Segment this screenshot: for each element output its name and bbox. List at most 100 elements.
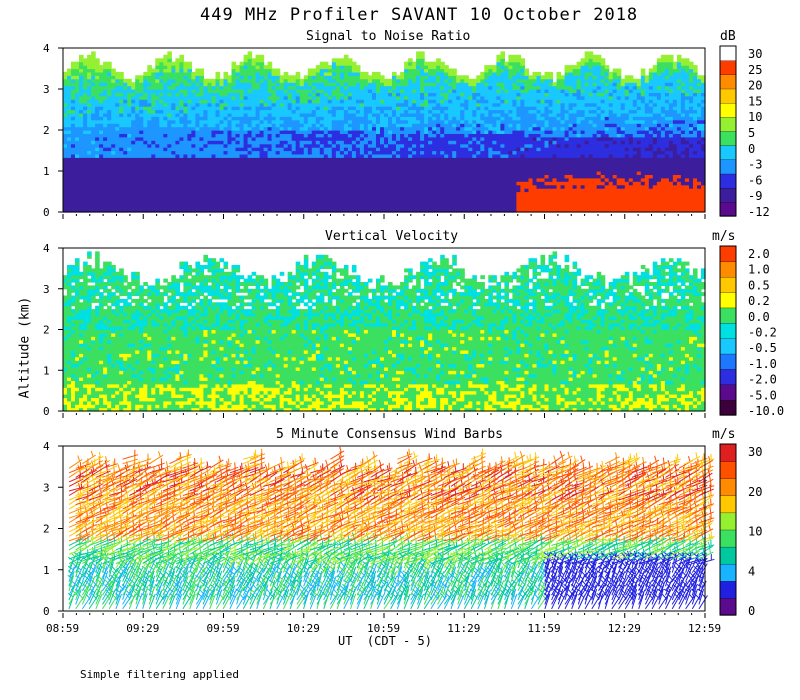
snr-cell [83, 68, 88, 73]
snr-cell [211, 143, 217, 148]
snr-cell [239, 82, 245, 87]
snr-cell [484, 167, 489, 172]
snr-cell [147, 109, 152, 114]
snr-cell [127, 130, 132, 134]
snr-cell [103, 160, 108, 165]
snr-cell [227, 198, 233, 203]
snr-cell [215, 119, 221, 124]
snr-cell [179, 58, 184, 63]
snr-cell [400, 71, 405, 76]
snr-cell [243, 58, 249, 63]
snr-cell [147, 188, 152, 193]
snr-cell [219, 191, 225, 196]
snr-cell [315, 167, 321, 172]
snr-cell [500, 51, 505, 56]
snr-cell [63, 184, 68, 189]
snr-cell [79, 153, 84, 158]
snr-cell [444, 167, 449, 172]
snr-cell [91, 78, 96, 83]
snr-cell [179, 106, 184, 111]
snr-cell [167, 194, 172, 199]
snr-cell [171, 92, 176, 97]
snr-cell [219, 123, 225, 128]
snr-cell [115, 194, 120, 199]
snr-cell [147, 174, 152, 179]
snr-cell [231, 164, 237, 169]
snr-cell [207, 102, 213, 107]
snr-cell [139, 106, 144, 111]
snr-cell [259, 54, 265, 59]
snr-cell [343, 136, 349, 141]
snr-cell [203, 112, 208, 117]
snr-cell [424, 119, 429, 124]
snr-cell [452, 147, 457, 152]
snr-cell [151, 184, 156, 189]
snr-cell [227, 136, 233, 141]
snr-cell [143, 153, 148, 158]
snr-cell [127, 133, 132, 138]
snr-cell [392, 147, 397, 152]
snr-cell [363, 71, 369, 76]
snr-cell [99, 109, 104, 114]
snr-cell [367, 147, 373, 152]
snr-cell [79, 160, 84, 165]
snr-cell [83, 78, 88, 83]
snr-cell [71, 85, 76, 90]
snr-cell [295, 201, 301, 206]
snr-cell [424, 99, 429, 104]
snr-cell [75, 205, 80, 210]
snr-cell [271, 99, 277, 104]
snr-cell [275, 119, 281, 124]
snr-cell [183, 102, 188, 107]
snr-cell [331, 58, 337, 63]
snr-cell [496, 177, 501, 182]
snr-cell [199, 99, 204, 104]
snr-cell [183, 92, 188, 97]
snr-cell [500, 198, 505, 203]
snr-cell [191, 130, 196, 134]
snr-cell [223, 95, 229, 100]
snr-cell [75, 65, 80, 70]
snr-cell [155, 167, 160, 172]
snr-cell [223, 78, 229, 83]
snr-cell [103, 205, 108, 210]
snr-cell [227, 123, 233, 128]
snr-cell [428, 61, 433, 66]
snr-cell [67, 82, 72, 87]
snr-cell [183, 112, 188, 117]
snr-cell [139, 188, 144, 193]
snr-cell [63, 85, 68, 90]
snr-cell [159, 61, 164, 66]
snr-cell [67, 140, 72, 145]
snr-cell [359, 71, 365, 76]
snr-cell [524, 160, 529, 165]
snr-cell [131, 157, 136, 162]
snr-cell [251, 147, 257, 152]
snr-cell [147, 116, 152, 121]
snr-cell [508, 177, 513, 182]
snr-cell [111, 191, 116, 196]
snr-cell [175, 157, 180, 162]
snr-cell [363, 157, 369, 162]
snr-cell [488, 177, 493, 182]
snr-cell [235, 147, 241, 152]
snr-cell [520, 140, 525, 145]
snr-cell [175, 99, 180, 104]
snr-cell [211, 78, 217, 83]
snr-cell [283, 157, 289, 162]
snr-cell [103, 126, 108, 131]
snr-cell [171, 61, 176, 66]
snr-cell [476, 167, 481, 172]
snr-cell [139, 85, 144, 90]
snr-cell [444, 65, 449, 70]
snr-cell [95, 89, 100, 93]
snr-cell [215, 184, 221, 189]
snr-cell [195, 106, 200, 111]
snr-cell [83, 126, 88, 131]
snr-cell [131, 143, 136, 148]
snr-cell [143, 167, 148, 172]
snr-cell [107, 68, 112, 73]
snr-cell [95, 71, 100, 76]
snr-cell [207, 143, 213, 148]
snr-cell [343, 119, 349, 124]
